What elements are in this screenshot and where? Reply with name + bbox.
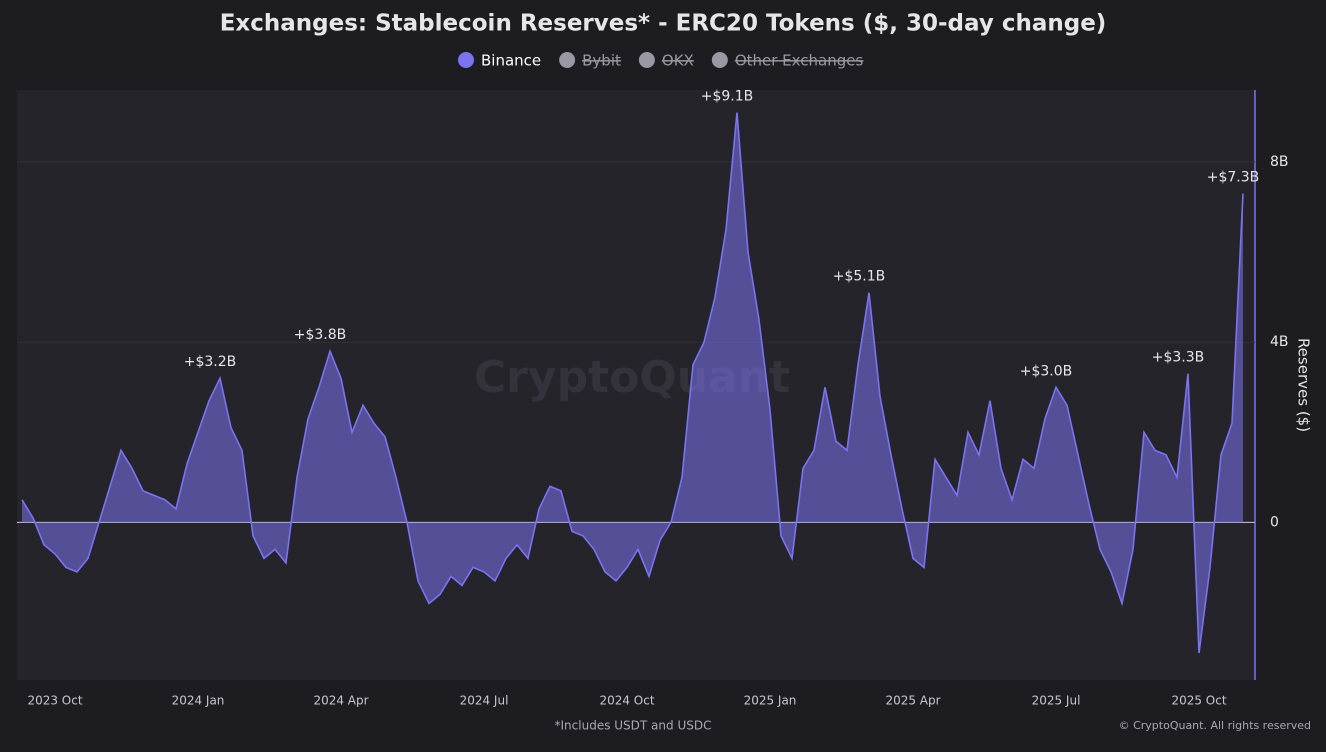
chart-title: Exchanges: Stablecoin Reserves* - ERC20 … [220, 11, 1107, 37]
copyright: © CryptoQuant. All rights reserved [1119, 719, 1311, 732]
legend-marker [711, 52, 728, 68]
x-tick-label: 2025 Jan [744, 694, 797, 708]
y-axis-label: Reserves ($) [1295, 338, 1313, 432]
legend-marker [458, 52, 474, 68]
data-label: +$9.1B [701, 89, 754, 105]
x-tick-label: 2024 Oct [599, 694, 654, 708]
footnote: *Includes USDT and USDC [555, 719, 712, 733]
area [22, 112, 1243, 653]
legend-item[interactable]: Other Exchanges [711, 52, 864, 70]
legend-marker [559, 52, 576, 68]
legend-item[interactable]: Bybit [559, 52, 621, 70]
x-tick-label: 2023 Oct [27, 694, 82, 708]
data-label: +$3.8B [294, 327, 347, 343]
data-label: +$7.3B [1207, 170, 1260, 186]
data-label: +$3.3B [1152, 350, 1205, 366]
legend-label: Binance [481, 52, 541, 70]
y-tick-label: 0 [1270, 514, 1279, 530]
x-tick-label: 2024 Jan [172, 694, 225, 708]
x-tick-label: 2024 Apr [313, 694, 368, 708]
legend-marker [638, 52, 655, 68]
data-label: +$3.0B [1020, 363, 1073, 379]
x-tick-label: 2025 Jul [1032, 694, 1081, 708]
y-tick-label: 4B [1270, 334, 1289, 350]
x-tick-label: 2024 Jul [460, 694, 509, 708]
data-label: +$5.1B [833, 269, 886, 285]
data-label: +$3.2B [184, 354, 237, 370]
legend-item[interactable]: Binance [458, 52, 541, 70]
legend-item[interactable]: OKX [638, 52, 694, 70]
x-tick-label: 2025 Apr [885, 694, 940, 708]
area-line [21, 112, 1244, 654]
x-tick-label: 2025 Oct [1171, 694, 1226, 708]
plot-area [17, 90, 1255, 680]
y-tick-label: 8B [1270, 154, 1289, 170]
